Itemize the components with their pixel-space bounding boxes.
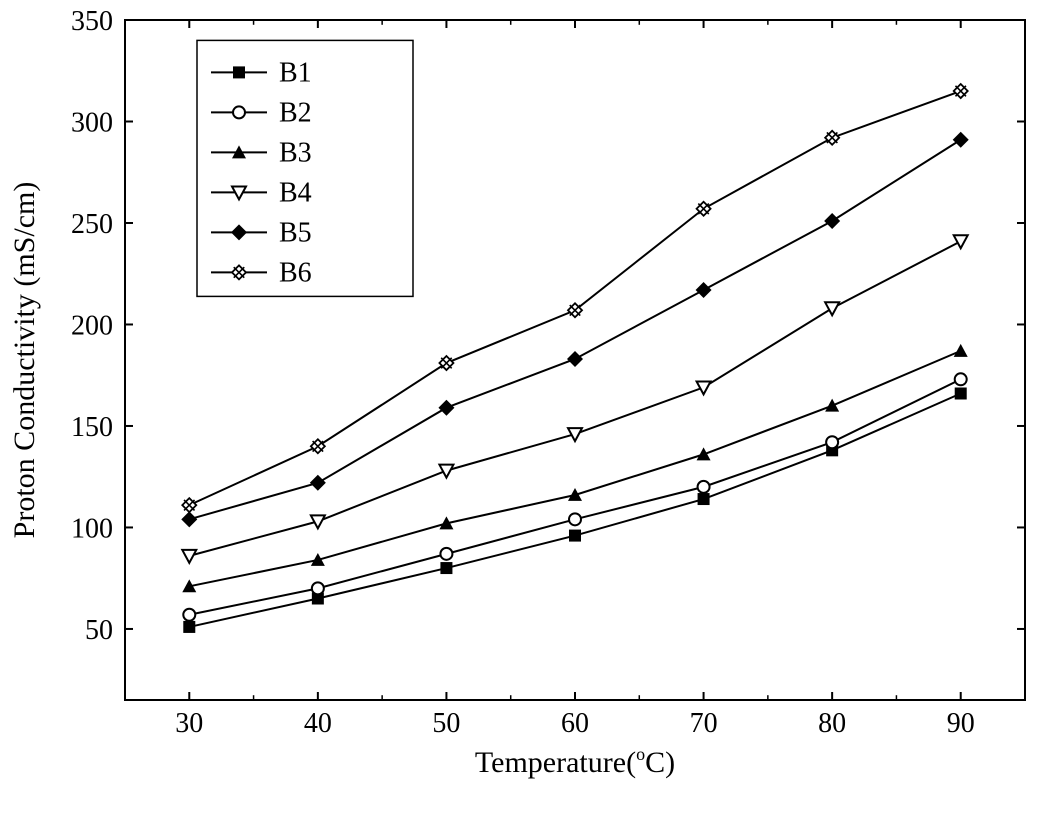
- svg-text:50: 50: [85, 615, 113, 646]
- chart-svg: 30 40 50 60 70 80 90 50 100 150 200 250 300 350 Temper…: [0, 0, 1062, 815]
- svg-text:50: 50: [432, 708, 460, 739]
- svg-text:80: 80: [818, 708, 846, 739]
- svg-text:200: 200: [71, 310, 113, 341]
- svg-text:Proton Conductivity (mS/cm): Proton Conductivity (mS/cm): [8, 182, 41, 539]
- svg-text:B4: B4: [279, 177, 312, 208]
- chart-container: 30 40 50 60 70 80 90 50 100 150 200 250 300 350 Temper…: [0, 0, 1062, 815]
- svg-text:B3: B3: [279, 137, 312, 168]
- svg-text:300: 300: [71, 107, 113, 138]
- svg-text:30: 30: [175, 708, 203, 739]
- svg-text:100: 100: [71, 513, 113, 544]
- svg-text:B2: B2: [279, 97, 312, 128]
- legend: B1 B2 B3 B4 B5 B6: [197, 40, 413, 296]
- svg-text:250: 250: [71, 209, 113, 240]
- svg-text:Temperature(oC): Temperature(oC): [475, 744, 675, 779]
- svg-text:350: 350: [71, 6, 113, 37]
- svg-text:90: 90: [947, 708, 975, 739]
- svg-text:70: 70: [690, 708, 718, 739]
- svg-text:B6: B6: [279, 257, 312, 288]
- svg-text:40: 40: [304, 708, 332, 739]
- svg-text:150: 150: [71, 412, 113, 443]
- svg-text:B5: B5: [279, 217, 312, 248]
- svg-text:B1: B1: [279, 57, 312, 88]
- svg-text:60: 60: [561, 708, 589, 739]
